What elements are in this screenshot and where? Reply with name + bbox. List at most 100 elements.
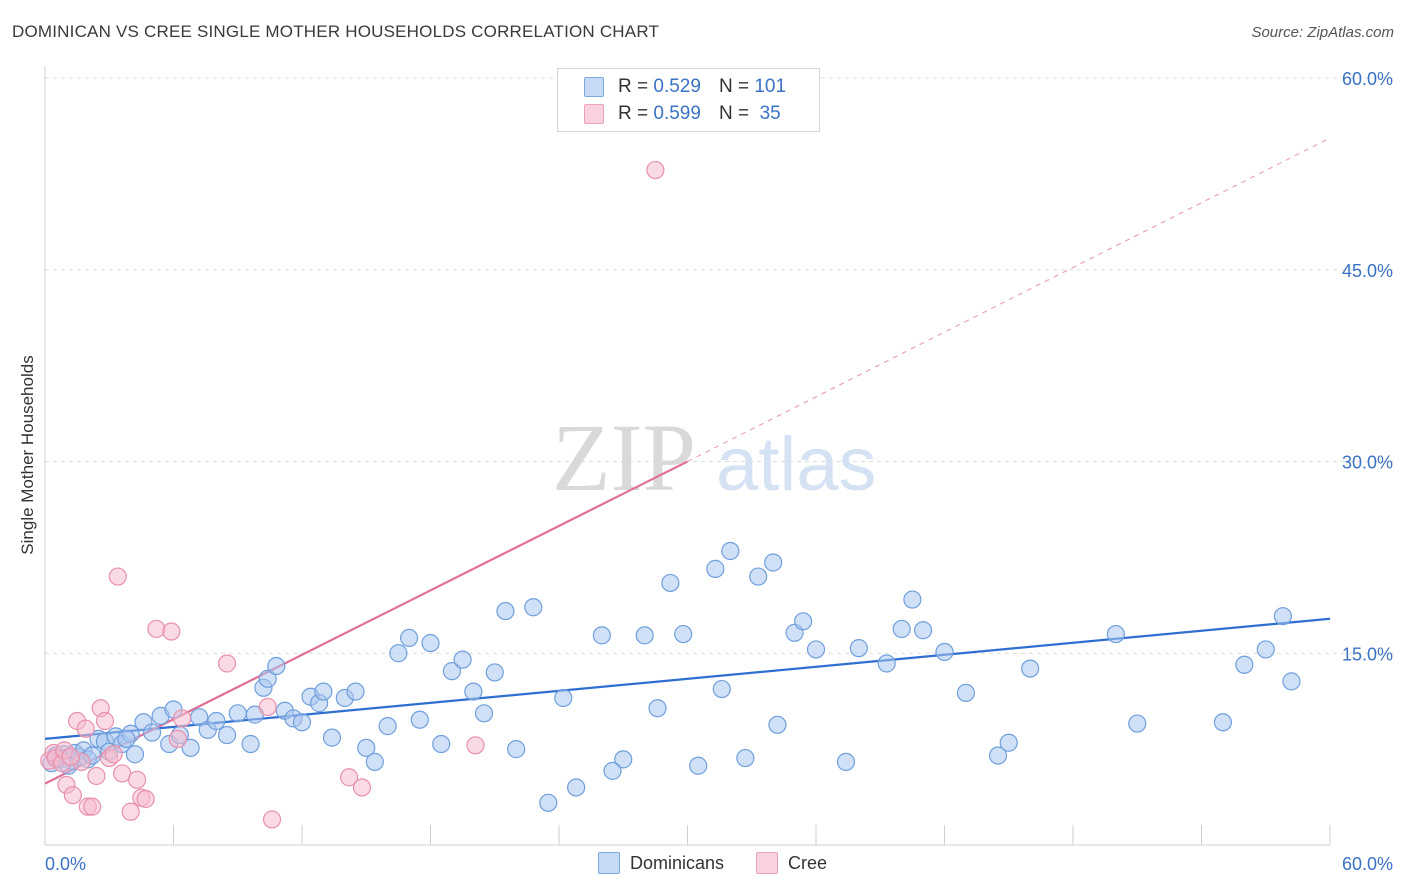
point-dominicans xyxy=(935,642,954,662)
cree-label: Cree xyxy=(788,852,828,873)
bottom-legend: Dominicans Cree xyxy=(598,852,859,874)
legend-item-dominicans[interactable]: Dominicans xyxy=(598,852,724,874)
point-dominicans xyxy=(674,624,693,644)
point-cree xyxy=(61,747,80,766)
point-dominicans xyxy=(956,683,976,702)
point-dominicans xyxy=(892,619,911,639)
point-cree xyxy=(162,622,181,641)
point-dominicans xyxy=(999,733,1018,752)
point-dominicans xyxy=(1213,713,1233,732)
point-cree xyxy=(83,797,102,816)
point-dominicans xyxy=(877,654,896,673)
point-cree xyxy=(76,719,95,738)
point-dominicans xyxy=(378,717,397,736)
point-dominicans xyxy=(464,682,483,701)
dominicans-n-value: 101 xyxy=(754,76,787,97)
point-dominicans xyxy=(749,567,768,586)
cree-n-value: 35 xyxy=(759,103,781,124)
point-dominicans xyxy=(485,663,504,682)
point-dominicans xyxy=(903,590,922,609)
point-dominicans xyxy=(712,679,731,699)
trendline-extension-cree xyxy=(687,137,1331,463)
point-cree xyxy=(63,786,82,805)
y-tick-label: 45.0% xyxy=(1342,261,1393,281)
x-tick-label: 0.0% xyxy=(45,854,86,874)
point-cree xyxy=(217,654,237,673)
r-label: R = xyxy=(618,76,649,97)
legend-row-cree: R = 0.599 N = 35 xyxy=(584,101,781,127)
dominicans-swatch xyxy=(598,852,620,874)
source-label: Source: ZipAtlas.com xyxy=(1251,24,1394,41)
point-dominicans xyxy=(567,778,586,797)
point-dominicans xyxy=(399,628,419,648)
point-dominicans xyxy=(603,761,622,780)
point-dominicans xyxy=(507,740,526,759)
point-dominicans xyxy=(524,598,543,617)
point-cree xyxy=(172,709,192,728)
trendline-cree xyxy=(44,460,688,785)
point-dominicans xyxy=(794,612,813,631)
cree-swatch xyxy=(584,104,604,124)
point-dominicans xyxy=(721,541,740,561)
point-dominicans xyxy=(1273,607,1292,626)
point-dominicans xyxy=(554,688,573,708)
x-tick-label: 60.0% xyxy=(1342,854,1393,874)
point-dominicans xyxy=(357,738,376,757)
point-dominicans xyxy=(1235,655,1254,674)
point-cree xyxy=(262,810,282,829)
point-dominicans xyxy=(142,723,162,742)
point-dominicans xyxy=(389,644,408,663)
cree-swatch xyxy=(756,852,779,874)
point-cree xyxy=(121,802,140,821)
point-cree xyxy=(646,160,665,180)
n-label: N = xyxy=(718,76,750,97)
tick-labels: 15.0% 30.0% 45.0% 60.0% 0.0% 60.0% xyxy=(45,69,1393,874)
point-dominicans xyxy=(614,750,633,769)
point-dominicans xyxy=(453,650,472,669)
point-dominicans xyxy=(228,704,247,723)
point-dominicans xyxy=(806,640,826,659)
point-dominicans xyxy=(635,626,654,645)
point-cree xyxy=(168,729,187,748)
y-tick-label: 15.0% xyxy=(1342,644,1393,664)
point-dominicans xyxy=(768,715,787,734)
point-cree xyxy=(340,768,359,787)
n-label: N = xyxy=(718,103,750,124)
watermark: ZIP atlas xyxy=(552,404,877,511)
point-dominicans xyxy=(241,734,260,754)
dominicans-label: Dominicans xyxy=(630,852,725,873)
point-cree xyxy=(352,778,372,797)
point-dominicans xyxy=(661,573,680,593)
point-dominicans xyxy=(365,752,384,772)
r-label: R = xyxy=(618,103,649,124)
point-dominicans xyxy=(421,633,440,653)
point-cree xyxy=(108,567,127,586)
point-dominicans xyxy=(217,725,237,745)
point-dominicans xyxy=(988,746,1008,765)
point-dominicans xyxy=(836,752,856,772)
point-dominicans xyxy=(706,559,725,578)
data-points xyxy=(40,160,1301,829)
point-dominicans xyxy=(592,626,611,645)
point-dominicans xyxy=(267,656,286,676)
point-dominicans xyxy=(442,662,462,681)
point-cree xyxy=(466,736,485,755)
point-dominicans xyxy=(849,639,868,658)
point-dominicans xyxy=(292,713,312,732)
point-dominicans xyxy=(117,729,136,748)
chart-title: DOMINICAN VS CREE SINGLE MOTHER HOUSEHOL… xyxy=(12,22,660,41)
legend-item-cree[interactable]: Cree xyxy=(756,852,827,874)
trendlines xyxy=(44,137,1331,785)
point-dominicans xyxy=(1282,672,1301,691)
point-dominicans xyxy=(410,710,429,729)
point-dominicans xyxy=(322,728,342,747)
point-cree xyxy=(147,619,166,639)
point-cree xyxy=(127,770,147,789)
point-dominicans xyxy=(125,745,145,764)
y-tick-label: 60.0% xyxy=(1342,69,1393,89)
legend-row-dominicans: R = 0.529 N = 101 xyxy=(584,74,786,100)
watermark-zip: ZIP xyxy=(552,404,696,511)
point-dominicans xyxy=(539,793,558,812)
point-dominicans xyxy=(474,704,494,723)
